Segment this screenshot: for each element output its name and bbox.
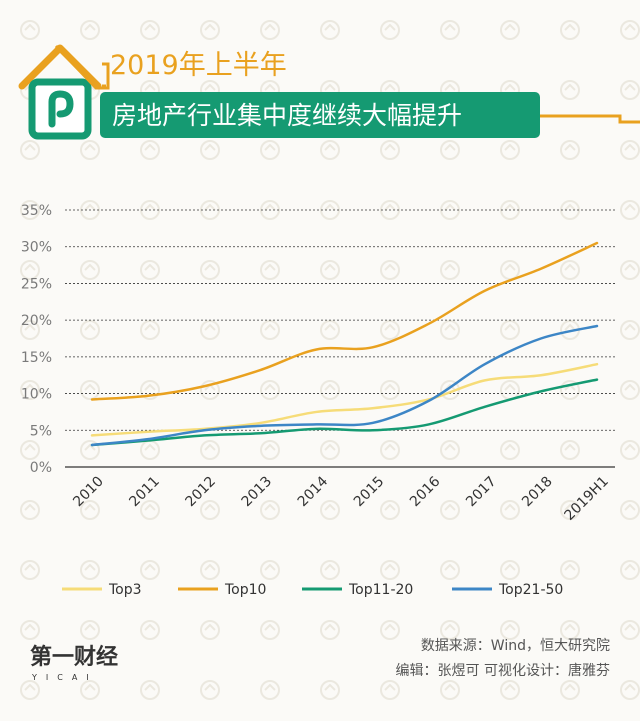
grid bbox=[65, 209, 615, 468]
legend-label: Top10 bbox=[224, 582, 266, 598]
chart-title: 房地产行业集中度继续大幅提升 bbox=[112, 101, 462, 130]
y-tick-label: 20% bbox=[21, 313, 52, 329]
series-line-top10 bbox=[90, 241, 599, 401]
series-line-top21-50 bbox=[90, 324, 599, 447]
series-line-top3 bbox=[90, 362, 599, 437]
y-tick-label: 15% bbox=[21, 350, 52, 366]
credits: 编辑：张煜可 可视化设计：唐雅芬 bbox=[396, 662, 610, 679]
legend: Top3 Top10 Top11-20 Top21-50 bbox=[62, 582, 563, 598]
y-tick-label: 35% bbox=[21, 203, 52, 219]
series-line-top11-20 bbox=[90, 378, 599, 447]
header-line-right bbox=[540, 114, 640, 124]
chart-subtitle: 2019年上半年 bbox=[110, 50, 287, 81]
legend-label: Top3 bbox=[108, 582, 142, 598]
legend-label: Top11-20 bbox=[348, 582, 413, 598]
y-tick-label: 5% bbox=[30, 423, 52, 439]
legend-label: Top21-50 bbox=[498, 582, 563, 598]
yicai-logo: 第一财经 YICAI bbox=[30, 644, 118, 682]
y-tick-label: 10% bbox=[21, 387, 52, 403]
logo-text: 第一财经 bbox=[30, 644, 118, 670]
header-line-left bbox=[54, 44, 110, 90]
y-tick-label: 30% bbox=[21, 240, 52, 256]
house-icon bbox=[18, 44, 102, 140]
y-tick-label: 25% bbox=[21, 276, 52, 292]
y-axis: 0% 5% 10% 15% 20% 25% 30% 35% bbox=[21, 203, 52, 476]
series-lines bbox=[90, 241, 599, 447]
y-tick-label: 0% bbox=[30, 460, 52, 476]
title-banner bbox=[100, 92, 540, 138]
data-source: 数据来源：Wind，恒大研究院 bbox=[421, 638, 610, 654]
logo-sub: YICAI bbox=[31, 673, 98, 682]
